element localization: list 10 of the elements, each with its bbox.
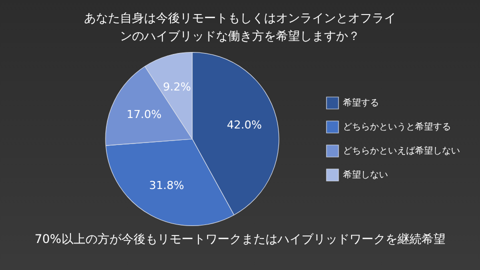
data-label: 17.0%	[126, 108, 162, 122]
data-label: 9.2%	[162, 80, 191, 94]
legend-label: どちらかといえば希望しない	[343, 145, 460, 156]
text: 70%以上の方が今後もリモートワークまたはハイブリッドワークを継続希望	[34, 231, 446, 248]
chart-title: あなた自身は今後リモートもしくはオンラインとオフラインのハイブリッドな働き方を希望しますか？	[84, 10, 396, 45]
data-label: 31.8%	[149, 179, 184, 192]
legend-label: 希望する	[343, 97, 379, 108]
legend-label: 希望しない	[343, 169, 388, 180]
legend-label: どちらかというと希望する	[343, 121, 451, 132]
data-label: 42.0%	[226, 118, 262, 132]
